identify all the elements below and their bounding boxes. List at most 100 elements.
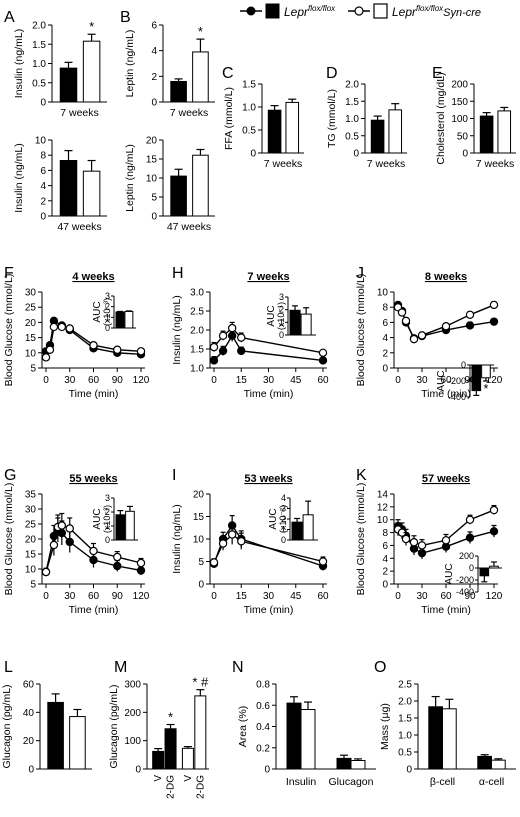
data-point: [489, 300, 499, 310]
y-axis-label: Insulin (ng/mL): [171, 295, 183, 364]
y-tick-label: 30: [25, 505, 37, 516]
panel-letter: G: [4, 467, 16, 484]
data-point: [441, 536, 451, 545]
y-tick-label: 4: [40, 181, 46, 192]
y-tick-label: 0: [462, 149, 468, 160]
y-tick-label: 10: [25, 348, 37, 359]
legend-flox-swatch: [265, 3, 280, 19]
inset-bar: [115, 514, 126, 541]
bar: [192, 51, 209, 103]
data-point: [65, 324, 74, 333]
data-point: [237, 537, 246, 546]
y-tick-label: 0: [151, 212, 157, 223]
panel-d: 0 0.5 1.0 1.5 2.0 TG (mmol/L) 7 weeks D: [326, 65, 407, 170]
panel-a1: 0 0.5 1.0 1.5 2.0 Insulin (ng/mL) * 7 weeks A: [4, 9, 107, 119]
panel-letter: B: [120, 9, 131, 26]
panel-n: 0 0.2 0.4 0.6 0.8 Area (%) Insulin Glucagon N: [232, 659, 376, 788]
y-tick-label: 0: [198, 580, 204, 591]
inset-bar: [289, 309, 301, 336]
data-point: [218, 331, 228, 340]
inset-bar: [124, 310, 134, 329]
x-tick-label: 90: [112, 591, 124, 602]
x-axis-label: 7 weeks: [476, 158, 515, 170]
significance-mark: *: [168, 710, 173, 725]
y-tick-label: 0: [151, 98, 157, 109]
y-axis-label: FFA (mmol/L): [223, 87, 235, 150]
y-axis-label: Glucagon (pg/mL): [1, 684, 13, 768]
bar: [152, 750, 165, 770]
y-axis-label: Insulin (ng/mL): [13, 29, 25, 98]
legend-syncre-label: Leprflox/floxSyn-cre: [392, 4, 481, 19]
panel-letter: K: [356, 467, 367, 484]
data-point: [136, 566, 146, 575]
bar: [69, 716, 86, 770]
x-tick-label: 45: [290, 375, 302, 386]
data-point: [89, 341, 98, 350]
x-tick-label: 30: [263, 591, 275, 602]
data-point: [41, 567, 51, 577]
y-tick-label: 0: [382, 580, 388, 591]
y-axis-label: Blood Glucose (mmol/L): [355, 483, 367, 596]
panels: 0 0.5 1.0 1.5 2.0 Insulin (ng/mL) * 7 weeks A 0 2 4…: [1, 9, 516, 799]
y-tick-label: 1.0: [32, 59, 46, 70]
significance-mark: *: [198, 24, 203, 39]
data-point: [49, 540, 59, 550]
y-tick-label: 200: [124, 708, 141, 719]
bar: [170, 175, 187, 217]
y-tick-label: 10: [146, 174, 158, 185]
y-tick-label: 2: [151, 72, 157, 83]
y-tick-label: 50: [457, 131, 469, 142]
y-tick-label: 0.5: [242, 126, 256, 137]
category-label: 2-DG: [195, 775, 206, 799]
significance-mark: * #: [192, 675, 209, 690]
inset-y-label-scale: (x10⁻²): [278, 505, 288, 533]
inset-y-tick-label: 4: [281, 493, 286, 503]
y-tick-label: 150: [451, 97, 468, 108]
y-tick-label: 2.0: [398, 697, 412, 708]
y-tick-label: 60: [23, 680, 35, 691]
x-tick-label: 0: [211, 375, 217, 386]
inset-y-tick-label: -400: [456, 587, 474, 597]
x-tick-label: 0: [395, 591, 401, 602]
y-tick-label: 1.5: [398, 714, 412, 725]
x-axis-label: 7 weeks: [170, 107, 209, 119]
bar: [336, 757, 352, 770]
inset-y-tick-label: 3: [105, 493, 110, 503]
panel-letter: D: [326, 65, 338, 82]
panel-title: 4 weeks: [72, 271, 114, 283]
y-tick-label: 0.5: [32, 78, 46, 89]
inset-y-tick-label: 3: [281, 504, 286, 514]
data-point: [113, 345, 122, 354]
panel-title: 57 weeks: [422, 473, 470, 485]
data-point: [489, 317, 499, 326]
x-axis-label: 7 weeks: [264, 158, 303, 170]
y-tick-label: 20: [146, 136, 158, 147]
x-tick-label: 120: [486, 591, 503, 602]
bar: [82, 170, 101, 217]
inset-y-tick-label: 0: [461, 360, 466, 370]
inset-y-label: AUC: [268, 508, 279, 529]
x-tick-label: 120: [133, 591, 150, 602]
inset-y-label-scale: (x10⁻³): [102, 298, 112, 326]
panel-o: 0 0.5 1.0 1.5 2.0 2.5 Mass (μg) β-cell α-cell O: [374, 659, 516, 788]
panel-letter: M: [114, 659, 127, 676]
y-tick-label: 14: [377, 490, 389, 501]
y-tick-label: 6: [40, 166, 46, 177]
inset-y-tick-label: 0: [105, 323, 110, 333]
x-axis-label: Time (min): [421, 604, 471, 616]
bar: [442, 708, 457, 770]
y-tick-label: 200: [451, 80, 468, 91]
y-tick-label: 5: [151, 193, 157, 204]
x-tick-label: 60: [440, 375, 452, 386]
significance-mark: *: [89, 19, 94, 34]
y-tick-label: 0.5: [398, 748, 412, 759]
panel-b2: 0 5 10 15 20 Leptin (ng/mL) 47 weeks: [124, 136, 215, 233]
bar: [170, 80, 187, 103]
y-tick-label: 1.0: [345, 114, 359, 125]
data-point: [113, 561, 122, 571]
x-tick-label: 120: [133, 375, 150, 386]
